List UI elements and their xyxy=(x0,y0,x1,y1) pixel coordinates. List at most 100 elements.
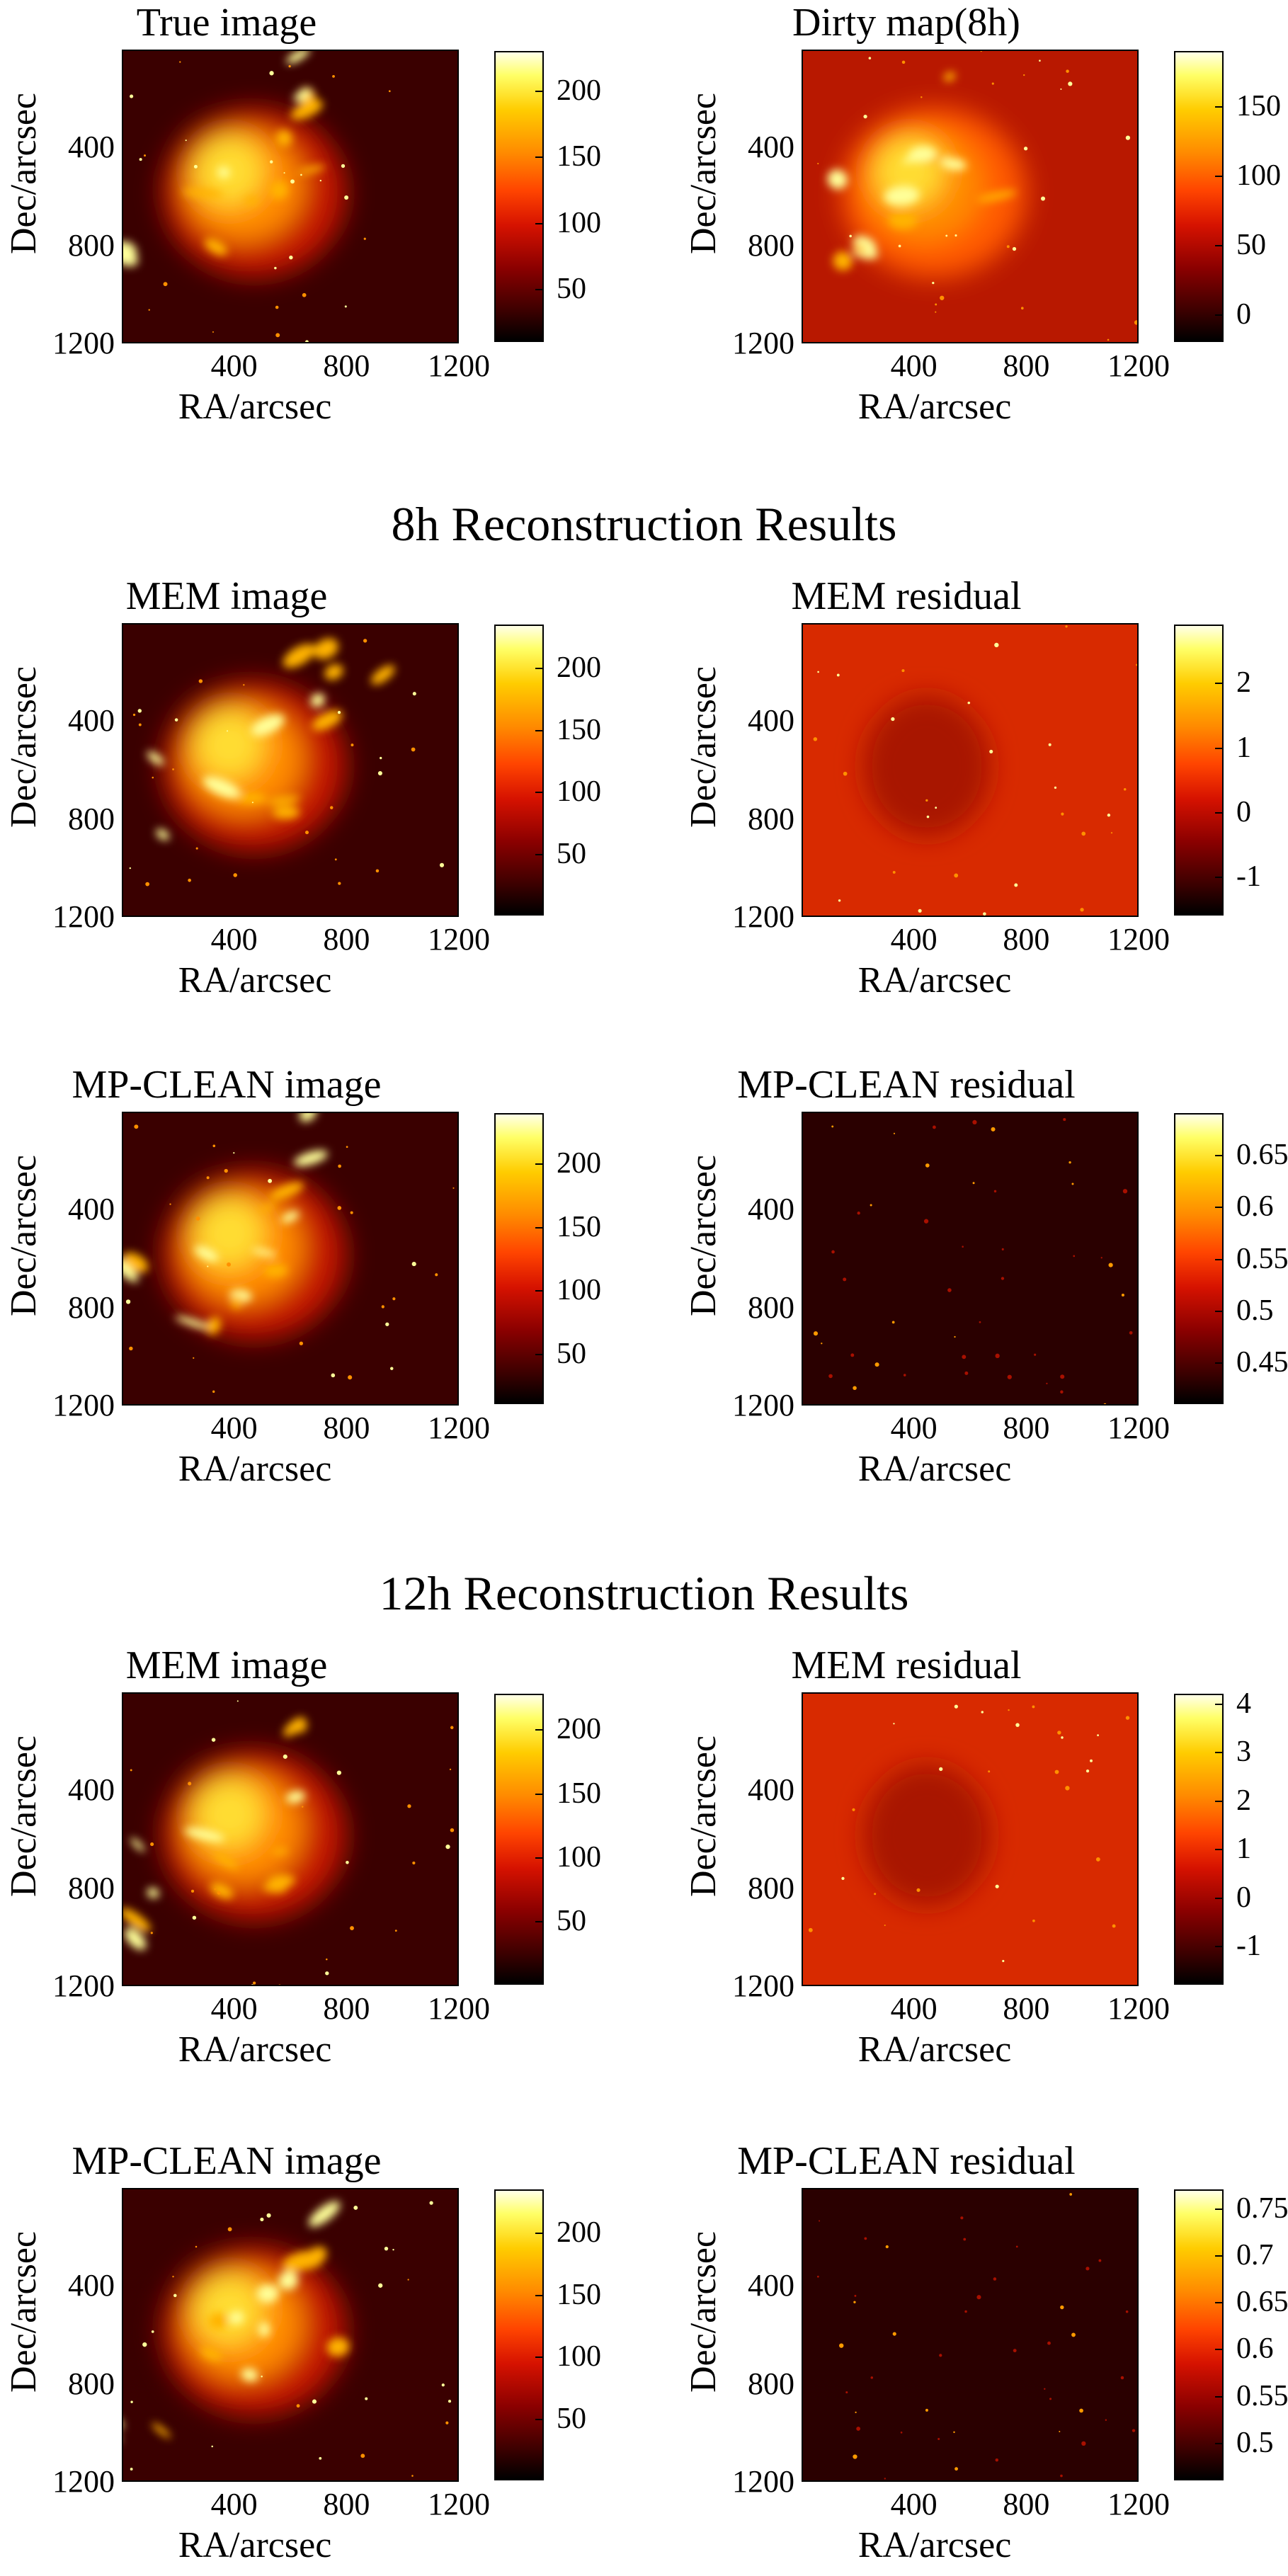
colorbar-tick-mark xyxy=(1215,877,1224,879)
x-axis-label: RA/arcsec xyxy=(857,2029,1012,2070)
colorbar-tick-mark xyxy=(535,2233,544,2235)
panel-mem-image-8h: MEM image Dec/arcsec RA/arcsec 400 800 1200 40… xyxy=(0,574,623,1005)
colorbar-tick-label: 0.55 xyxy=(1236,2379,1288,2412)
colorbar xyxy=(1174,625,1224,916)
speckles xyxy=(808,1704,1130,1963)
heatmap-svg xyxy=(803,51,1137,342)
x-tick-label: 800 xyxy=(323,2487,370,2521)
nebula-glow xyxy=(162,1170,346,1340)
y-tick-label: 400 xyxy=(748,1192,794,1227)
x-tick-label: 800 xyxy=(1003,348,1050,383)
colorbar-tick-mark xyxy=(535,1290,544,1292)
x-tick-label: 400 xyxy=(210,348,258,383)
colorbar-tick-label: 50 xyxy=(557,1904,586,1937)
colorbar-tick-label: 200 xyxy=(557,2216,601,2250)
colorbar-tick-mark xyxy=(535,1793,544,1795)
x-axis-label: RA/arcsec xyxy=(857,960,1012,1001)
colorbar-tick-mark xyxy=(1215,1258,1224,1260)
colorbar-tick-label: 150 xyxy=(557,1210,601,1243)
colorbar-tick-mark xyxy=(1215,1207,1224,1209)
panel-title: Dirty map(8h) xyxy=(792,1,1020,45)
heatmap-svg xyxy=(803,2189,1137,2480)
colorbar-tick-label: 0.6 xyxy=(1236,2332,1274,2366)
panel-dirty-map: Dirty map(8h) Dec/arcsec RA/arcsec 400 800 12… xyxy=(680,0,1288,432)
panel-title: True image xyxy=(136,1,317,45)
x-tick-label: 400 xyxy=(890,2487,937,2521)
colorbar-tick-mark xyxy=(535,1857,544,1859)
speckles xyxy=(813,1118,1133,1404)
colorbar-tick-label: 150 xyxy=(557,140,601,173)
y-tick-label: 800 xyxy=(748,227,794,263)
colorbar-tick-label: -1 xyxy=(1236,1930,1261,1963)
colorbar-tick-label: 0.75 xyxy=(1236,2192,1288,2225)
x-axis-label: RA/arcsec xyxy=(178,2525,332,2565)
colorbar-tick-label: 50 xyxy=(557,837,586,870)
heatmap-image xyxy=(122,1692,459,1986)
panel-title: MEM image xyxy=(125,574,328,618)
x-tick-label: 1200 xyxy=(1107,2487,1170,2521)
colorbar-tick-mark xyxy=(1215,2395,1224,2398)
x-tick-label: 1200 xyxy=(428,1991,490,2026)
heatmap-background xyxy=(803,1113,1137,1404)
x-axis-label: RA/arcsec xyxy=(857,2525,1012,2565)
y-tick-label: 400 xyxy=(68,2268,115,2303)
y-tick-label: 400 xyxy=(68,1772,115,1808)
panel-mpclean-residual-8h: MP-CLEAN residual Dec/arcsec RA/arcsec 400 8… xyxy=(680,1062,1288,1494)
x-tick-label: 400 xyxy=(890,348,937,383)
colorbar xyxy=(494,1113,544,1404)
colorbar-tick-label: 50 xyxy=(557,1337,586,1370)
nebula-detail xyxy=(827,72,1018,270)
y-tick-label: 1200 xyxy=(732,326,794,360)
colorbar-tick-label: 150 xyxy=(557,1777,601,1810)
colorbar-tick-mark xyxy=(1215,2349,1224,2351)
heatmap-svg xyxy=(803,1694,1137,1985)
colorbar-tick-mark xyxy=(535,853,544,855)
nebula-detail xyxy=(123,1113,328,1335)
heatmap-svg xyxy=(123,2189,457,2480)
y-axis-label: Dec/arcsec xyxy=(4,92,44,255)
colorbar-tick-mark xyxy=(535,792,544,794)
x-tick-label: 1200 xyxy=(428,348,490,383)
y-tick-label: 800 xyxy=(748,1289,794,1325)
y-tick-label: 1200 xyxy=(52,326,115,360)
panel-mpclean-residual-12h: MP-CLEAN residual Dec/arcsec RA/arcsec 400 8… xyxy=(680,2138,1288,2570)
colorbar-tick-label: 0 xyxy=(1236,795,1251,828)
colorbar-tick-mark xyxy=(1215,2255,1224,2257)
colorbar-tick-mark xyxy=(535,2294,544,2296)
colorbar-tick-mark xyxy=(535,91,544,93)
colorbar-tick-mark xyxy=(1215,1703,1224,1705)
panel-title: MP-CLEAN image xyxy=(72,1063,382,1107)
y-tick-label: 1200 xyxy=(52,1968,115,2003)
x-tick-label: 800 xyxy=(323,1991,370,2026)
heatmap-image xyxy=(122,1112,459,1406)
x-tick-label: 800 xyxy=(323,1410,370,1445)
colorbar-tick-mark xyxy=(535,2356,544,2359)
speckles xyxy=(130,1700,455,1985)
x-axis-label: RA/arcsec xyxy=(178,387,332,427)
nebula-detail xyxy=(147,638,395,840)
colorbar-tick-mark xyxy=(1215,683,1224,685)
heatmap-image xyxy=(122,50,459,343)
heatmap-image xyxy=(122,2188,459,2482)
colorbar-tick-label: 150 xyxy=(557,2278,601,2311)
panel-mem-residual-8h: MEM residual Dec/arcsec RA/arcsec 400 800 120… xyxy=(680,574,1288,1005)
y-tick-label: 1200 xyxy=(732,899,794,934)
x-tick-label: 1200 xyxy=(1107,1991,1170,2026)
colorbar-tick-mark xyxy=(535,1353,544,1355)
y-tick-label: 400 xyxy=(748,2268,794,2303)
y-tick-label: 800 xyxy=(748,801,794,836)
x-tick-label: 400 xyxy=(210,1410,258,1445)
y-tick-label: 400 xyxy=(68,703,115,739)
heatmap-svg xyxy=(803,1113,1137,1404)
panel-title: MP-CLEAN residual xyxy=(737,2139,1076,2183)
section-title-8h: 8h Reconstruction Results xyxy=(391,497,897,551)
speckles xyxy=(130,61,391,342)
x-axis-label: RA/arcsec xyxy=(178,2029,332,2070)
colorbar-tick-label: 200 xyxy=(557,1147,601,1180)
colorbar-tick-label: 0.5 xyxy=(1236,1294,1274,1327)
y-tick-label: 1200 xyxy=(732,2464,794,2499)
x-tick-label: 800 xyxy=(1003,922,1050,957)
y-axis-label: Dec/arcsec xyxy=(4,1735,44,1898)
nebula-glow xyxy=(162,1750,346,1920)
colorbar-tick-label: 4 xyxy=(1236,1687,1251,1720)
